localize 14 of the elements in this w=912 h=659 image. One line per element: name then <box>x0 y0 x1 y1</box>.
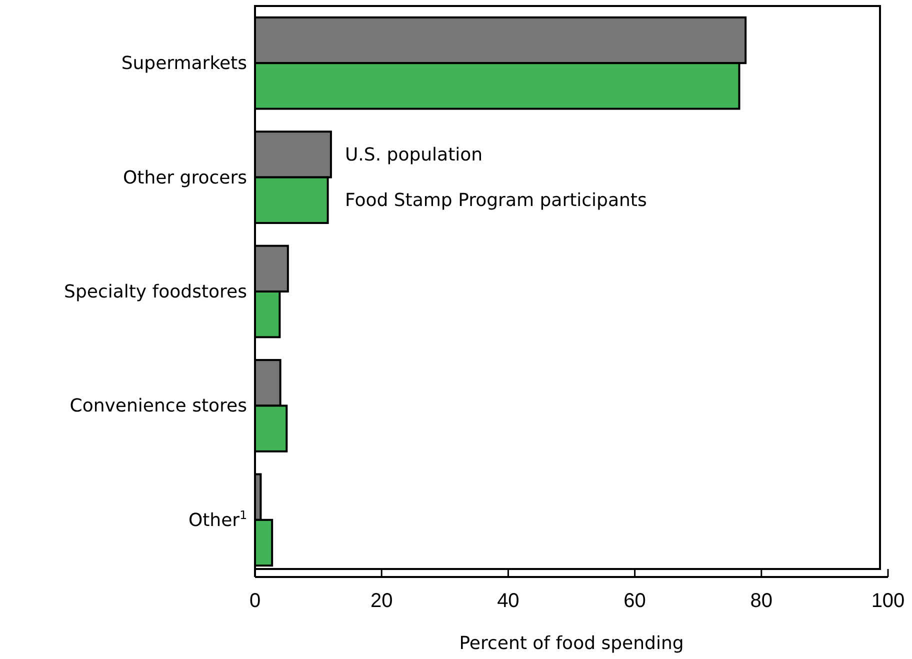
y-tick-label: Supermarkets <box>121 53 247 74</box>
x-tick-label: 0 <box>249 590 261 612</box>
series-label: Food Stamp Program participants <box>345 190 647 212</box>
x-tick-label: 20 <box>370 590 393 612</box>
y-tick-label: Other grocers <box>122 167 247 188</box>
x-tick-label: 40 <box>497 590 520 612</box>
y-tick-label: Other$^{1}$ <box>188 508 247 531</box>
x-tick-label: 100 <box>871 590 905 612</box>
series-label: U.S. population <box>345 144 483 166</box>
y-tick-label: Convenience stores <box>70 396 247 417</box>
x-axis-title: Percent of food spending <box>459 633 684 654</box>
x-tick-label: 60 <box>624 590 646 612</box>
x-tick-label: 80 <box>750 590 773 612</box>
y-tick-label: Specialty foodstores <box>64 282 247 302</box>
